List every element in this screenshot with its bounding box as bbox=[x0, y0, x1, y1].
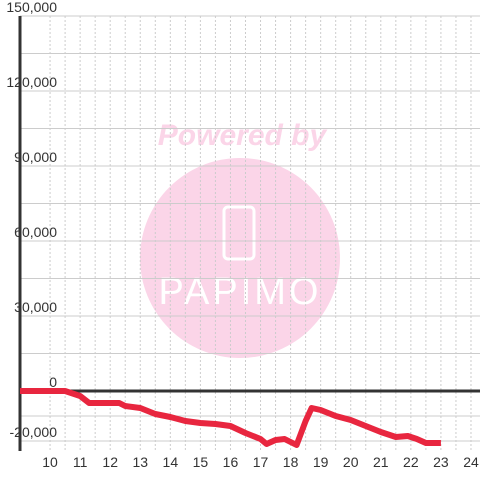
x-tick-label: 15 bbox=[193, 454, 209, 470]
y-tick-label: 150,000 bbox=[6, 0, 57, 15]
x-tick-label: 19 bbox=[313, 454, 329, 470]
y-tick-label: -20,000 bbox=[10, 424, 58, 440]
x-tick-label: 24 bbox=[463, 454, 479, 470]
y-tick-label: 60,000 bbox=[14, 224, 57, 240]
y-tick-label: 0 bbox=[49, 374, 57, 390]
x-tick-label: 20 bbox=[343, 454, 359, 470]
watermark: Powered by PAPIMO bbox=[140, 119, 340, 358]
y-tick-label: 30,000 bbox=[14, 299, 57, 315]
y-tick-label: 90,000 bbox=[14, 149, 57, 165]
x-tick-label: 22 bbox=[403, 454, 419, 470]
x-tick-label: 11 bbox=[73, 454, 88, 470]
line bbox=[20, 388, 441, 448]
x-tick-label: 21 bbox=[373, 454, 389, 470]
x-tick-label: 14 bbox=[163, 454, 179, 470]
x-tick-label: 23 bbox=[433, 454, 449, 470]
y-tick-label: 120,000 bbox=[6, 74, 57, 90]
x-tick-label: 18 bbox=[283, 454, 299, 470]
x-tick-label: 12 bbox=[102, 454, 118, 470]
x-tick-label: 13 bbox=[132, 454, 148, 470]
watermark-logo: PAPIMO bbox=[159, 271, 322, 313]
x-tick-label: 10 bbox=[42, 454, 58, 470]
watermark-phone bbox=[222, 205, 256, 261]
x-tick-label: 16 bbox=[223, 454, 239, 470]
watermark-text: Powered by bbox=[158, 119, 328, 152]
x-tick-label: 17 bbox=[253, 454, 269, 470]
